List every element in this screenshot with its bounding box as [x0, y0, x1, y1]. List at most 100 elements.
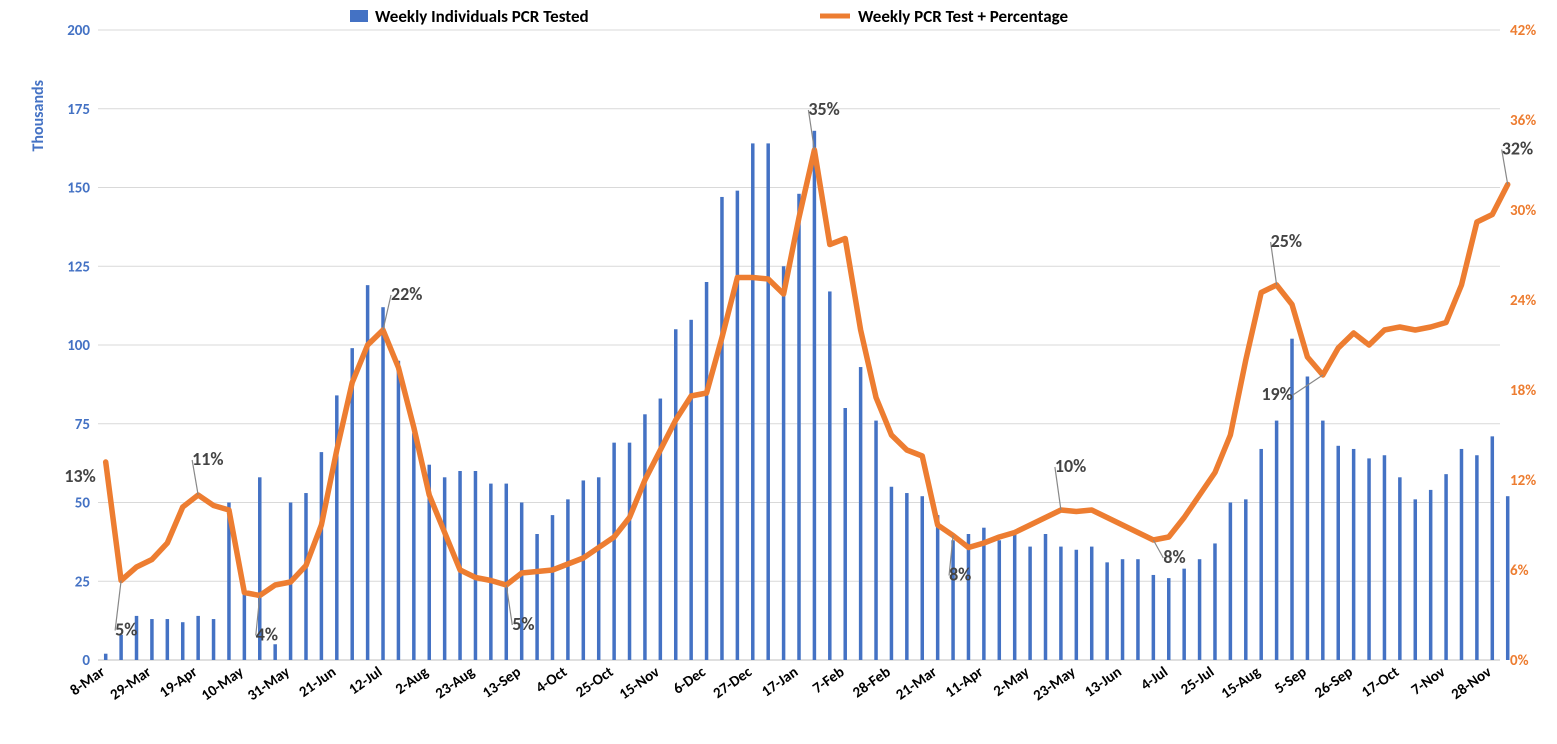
bar	[1460, 449, 1464, 660]
x-tick-label: 25-Oct	[573, 663, 617, 702]
y-left-tick-label: 175	[67, 101, 90, 119]
bar	[659, 399, 663, 660]
y-right-tick-label: 24%	[1510, 292, 1536, 310]
chart-container: Weekly Individuals PCR Tested Weekly PCR …	[0, 0, 1557, 744]
bar	[1121, 559, 1125, 660]
bar	[859, 367, 863, 660]
y-right-tick-label: 6%	[1510, 562, 1529, 580]
y-left-tick-label: 75	[75, 416, 90, 434]
bar	[381, 307, 385, 660]
bar	[1198, 559, 1202, 660]
bar	[104, 654, 108, 660]
bar	[1444, 474, 1448, 660]
bar	[1352, 449, 1356, 660]
bar	[612, 443, 616, 660]
bar	[705, 282, 709, 660]
bar	[936, 515, 940, 660]
bar	[1152, 575, 1156, 660]
label-leader	[1153, 540, 1163, 558]
y-right-tick-label: 18%	[1510, 382, 1536, 400]
data-label: 22%	[391, 283, 422, 305]
y-left-tick-label: 150	[67, 180, 90, 198]
bar	[520, 503, 524, 661]
bar	[1013, 531, 1017, 660]
y-left-tick-label: 0	[82, 652, 90, 670]
bar	[566, 499, 570, 660]
bar	[843, 408, 847, 660]
bar	[782, 266, 786, 660]
bar	[1321, 421, 1325, 660]
x-tick-label: 21-Jun	[296, 663, 340, 701]
data-label: 25%	[1271, 230, 1302, 252]
x-tick-label: 6-Dec	[670, 663, 710, 699]
x-tick-label: 17-Jan	[759, 663, 802, 701]
x-tick-label: 11-Apr	[942, 663, 987, 702]
bar	[1090, 547, 1094, 660]
x-tick-label: 13-Sep	[479, 663, 524, 702]
data-label: 35%	[808, 98, 839, 120]
bar	[1367, 458, 1371, 660]
bar	[751, 143, 755, 660]
bar	[921, 496, 925, 660]
data-label: 10%	[1055, 455, 1086, 477]
bar	[1398, 477, 1402, 660]
y-right-tick-label: 0%	[1510, 652, 1529, 670]
bar	[643, 414, 647, 660]
bar	[1336, 446, 1340, 660]
bar	[1028, 547, 1032, 660]
x-tick-label: 29-Mar	[107, 663, 155, 704]
x-tick-label: 15-Nov	[616, 663, 664, 704]
bar	[535, 534, 539, 660]
x-tick-label: 2-Aug	[392, 663, 432, 698]
data-label: 8%	[949, 564, 971, 586]
bar	[674, 329, 678, 660]
bar	[1491, 436, 1495, 660]
bar	[1506, 496, 1510, 660]
bar	[474, 471, 478, 660]
y-left-tick-label: 200	[67, 22, 90, 40]
x-tick-label: 21-Mar	[893, 663, 941, 704]
bar	[1259, 449, 1263, 660]
bar	[166, 619, 170, 660]
data-label: 32%	[1502, 138, 1533, 160]
bar	[720, 197, 724, 660]
data-label: 8%	[1163, 546, 1185, 568]
x-tick-label: 23-May	[1030, 663, 1080, 705]
x-tick-label: 4-Oct	[533, 663, 571, 697]
y-left-axis-title: Thousands	[29, 80, 48, 152]
bar	[874, 421, 878, 660]
positivity-line	[106, 150, 1508, 596]
data-label: 5%	[512, 613, 534, 635]
bar	[1306, 377, 1310, 661]
bar	[689, 320, 693, 660]
data-label: 4%	[256, 624, 278, 646]
x-tick-label: 12-Jul	[346, 663, 386, 699]
data-label: 5%	[115, 619, 137, 641]
x-tick-label: 19-Apr	[156, 663, 201, 702]
bar	[813, 131, 817, 660]
x-tick-label: 17-Oct	[1358, 663, 1402, 702]
x-tick-label: 25-Jul	[1178, 663, 1218, 699]
y-right-tick-label: 42%	[1510, 22, 1536, 40]
bar	[304, 493, 308, 660]
bar	[489, 484, 493, 660]
bar	[273, 644, 277, 660]
bar	[628, 443, 632, 660]
x-tick-label: 23-Aug	[432, 663, 478, 703]
bar	[1059, 547, 1063, 660]
x-tick-label: 28-Feb	[850, 663, 895, 702]
x-tick-label: 5-Sep	[1271, 663, 1310, 698]
x-tick-label: 26-Sep	[1311, 663, 1356, 702]
bar	[890, 487, 894, 660]
bar	[150, 619, 154, 660]
bar	[1044, 534, 1048, 660]
legend-bars-label: Weekly Individuals PCR Tested	[375, 6, 589, 27]
legend-line-label: Weekly PCR Test + Percentage	[858, 6, 1069, 27]
x-tick-label: 31-May	[244, 663, 294, 705]
x-tick-label: 28-Nov	[1448, 663, 1496, 704]
x-tick-label: 2-May	[990, 663, 1033, 701]
bar	[1182, 569, 1186, 660]
bar	[1075, 550, 1079, 660]
bar	[597, 477, 601, 660]
x-tick-label: 13-Jun	[1082, 663, 1126, 701]
